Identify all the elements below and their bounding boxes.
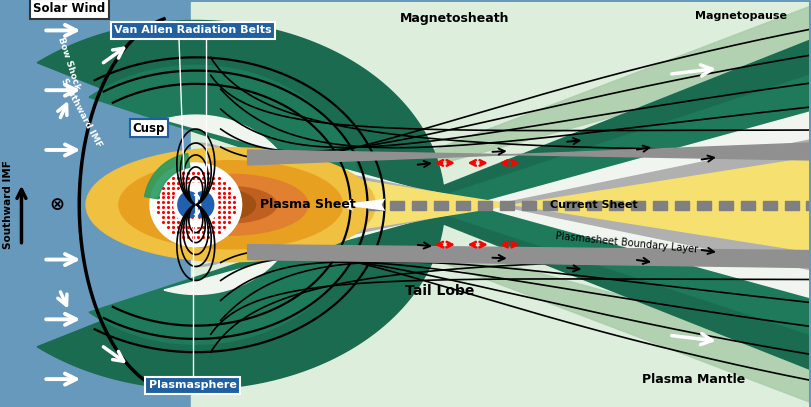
Ellipse shape bbox=[178, 192, 200, 218]
Text: Magnetopause: Magnetopause bbox=[695, 11, 787, 22]
Bar bbox=[390, 201, 404, 210]
Text: Bow Shock: Bow Shock bbox=[57, 36, 82, 91]
Polygon shape bbox=[89, 65, 809, 344]
Polygon shape bbox=[208, 157, 809, 253]
Text: Current Sheet: Current Sheet bbox=[551, 200, 638, 210]
Bar bbox=[609, 201, 623, 210]
Text: ⊗: ⊗ bbox=[49, 196, 65, 214]
Polygon shape bbox=[247, 245, 809, 267]
Polygon shape bbox=[144, 153, 190, 199]
Bar bbox=[697, 201, 711, 210]
Text: Southward IMF: Southward IMF bbox=[59, 77, 103, 149]
Polygon shape bbox=[191, 2, 809, 407]
Bar bbox=[806, 201, 811, 210]
Bar bbox=[456, 201, 470, 210]
Ellipse shape bbox=[119, 161, 342, 249]
Ellipse shape bbox=[153, 174, 308, 235]
Text: Tail Lobe: Tail Lobe bbox=[406, 284, 474, 298]
Bar bbox=[653, 201, 667, 210]
Text: Southward IMF: Southward IMF bbox=[2, 160, 12, 249]
Text: Cusp: Cusp bbox=[133, 122, 165, 135]
Text: Plasmasphere: Plasmasphere bbox=[149, 380, 237, 390]
Ellipse shape bbox=[192, 192, 214, 218]
Circle shape bbox=[174, 183, 217, 227]
Polygon shape bbox=[290, 205, 809, 402]
Bar bbox=[740, 201, 755, 210]
Bar bbox=[434, 201, 448, 210]
Ellipse shape bbox=[195, 190, 255, 220]
Polygon shape bbox=[247, 143, 809, 165]
Ellipse shape bbox=[86, 148, 375, 262]
Text: Plasma Sheet: Plasma Sheet bbox=[260, 198, 356, 211]
Polygon shape bbox=[195, 140, 809, 269]
Bar bbox=[368, 201, 382, 210]
Bar bbox=[631, 201, 645, 210]
Bar bbox=[521, 201, 535, 210]
Bar bbox=[587, 201, 601, 210]
Bar bbox=[500, 201, 513, 210]
Text: Plasma Mantle: Plasma Mantle bbox=[642, 372, 745, 385]
Ellipse shape bbox=[150, 163, 242, 247]
Polygon shape bbox=[164, 112, 809, 298]
Bar bbox=[719, 201, 733, 210]
Bar bbox=[565, 201, 579, 210]
Bar bbox=[412, 201, 426, 210]
Text: Van Allen Radiation Belts: Van Allen Radiation Belts bbox=[114, 25, 272, 35]
Text: Solar Wind: Solar Wind bbox=[33, 2, 105, 15]
Polygon shape bbox=[290, 7, 809, 205]
Ellipse shape bbox=[185, 187, 277, 223]
Polygon shape bbox=[37, 20, 809, 389]
Bar bbox=[675, 201, 689, 210]
Text: Magnetosheath: Magnetosheath bbox=[400, 12, 509, 25]
Bar bbox=[784, 201, 799, 210]
Bar bbox=[478, 201, 491, 210]
Text: Plasmasheet Boundary Layer: Plasmasheet Boundary Layer bbox=[556, 231, 699, 254]
Bar bbox=[543, 201, 557, 210]
Bar bbox=[762, 201, 777, 210]
